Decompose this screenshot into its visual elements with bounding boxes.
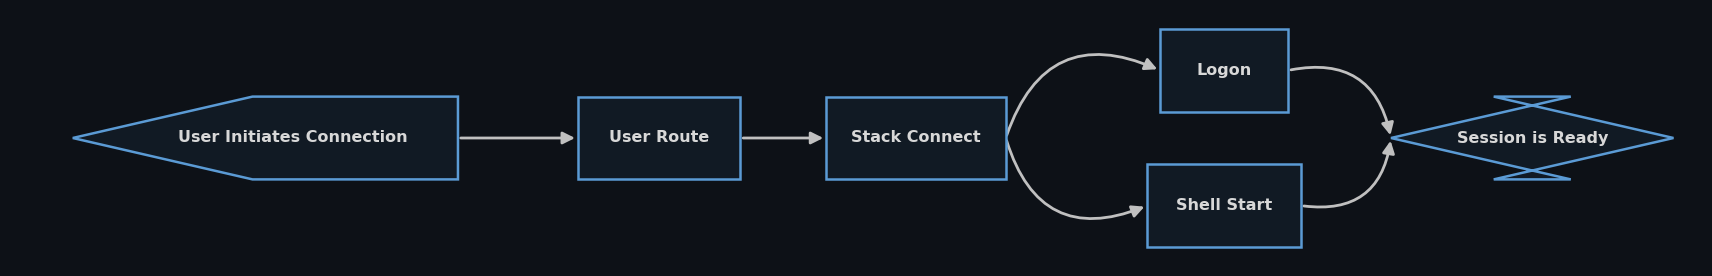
Polygon shape (74, 97, 459, 179)
Text: Shell Start: Shell Start (1176, 198, 1272, 213)
Text: Stack Connect: Stack Connect (851, 131, 981, 145)
FancyBboxPatch shape (1159, 29, 1287, 112)
Text: User Route: User Route (609, 131, 709, 145)
FancyBboxPatch shape (825, 97, 1007, 179)
Polygon shape (1390, 97, 1673, 179)
Text: Logon: Logon (1197, 63, 1251, 78)
Text: User Initiates Connection: User Initiates Connection (178, 131, 407, 145)
FancyBboxPatch shape (1147, 164, 1301, 247)
Text: Session is Ready: Session is Ready (1457, 131, 1608, 145)
FancyBboxPatch shape (579, 97, 740, 179)
